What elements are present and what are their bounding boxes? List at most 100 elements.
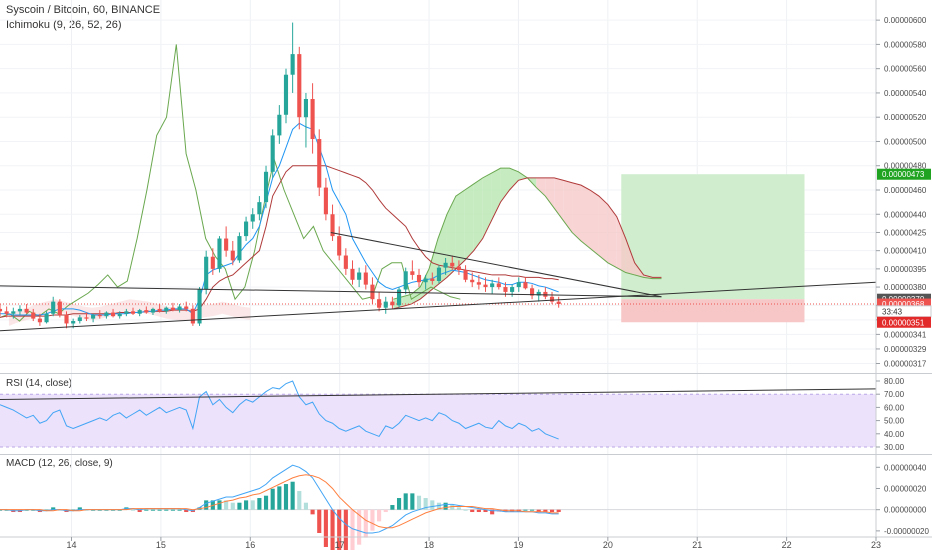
candle-body [97,314,102,317]
x-tick-label: 14 [67,540,77,550]
cloud-segment [473,177,483,251]
macd-hist-bar [476,509,481,513]
candle-body [11,311,16,314]
candle-body [197,289,202,324]
rsi-band [0,394,876,447]
candle-body [536,291,541,296]
candle-body [436,267,442,281]
candle-body [283,74,289,115]
y-tick-label: 0.00000480 [884,162,927,171]
candle-body [64,314,69,324]
rsi-pane [0,373,932,448]
macd-hist-bar [530,509,535,511]
macd-hist-bar [137,509,142,513]
cloud-segment [625,238,635,275]
candle-body [117,313,122,317]
cloud-segment [402,294,412,307]
y-tick-label: 0.00000580 [884,40,927,49]
macd-hist-bar [297,491,302,510]
candle-body [463,270,468,280]
macd-hist-bar [130,509,136,511]
candle-body [310,99,315,140]
candle-body [403,271,408,290]
candle-body [237,236,242,261]
candle-body [490,283,495,288]
cloud-segment [491,168,501,221]
macd-hist-bar [436,502,442,510]
macd-hist-bar [463,509,468,511]
x-tick-label: 22 [782,540,792,550]
candle-body [297,54,302,118]
candle-body [270,135,275,172]
candle-body [350,268,355,280]
candle-body [217,238,222,269]
rsi-label: RSI (14, close) [6,378,73,389]
candle-body [104,312,109,317]
price-badge [877,298,931,310]
candle-body [31,312,36,319]
candle-body [396,289,402,306]
chart-title: Syscoin / Bitcoin, 60, BINANCE [6,4,161,16]
candle-body [530,288,535,296]
rsi-tick-label: 70.00 [884,390,905,399]
macd-hist-bar [157,509,162,511]
candle-body [230,250,235,261]
candle-body [357,272,362,280]
candle-body [450,262,455,267]
macd-hist-bar [310,509,315,515]
candle-body [177,306,182,311]
y-tick-label: 0.00000341 [884,330,927,339]
candle-body [290,54,295,75]
cloud-segment [589,190,599,256]
candle-body [317,139,322,188]
macd-hist-bar [257,498,262,510]
ichimoku-label: Ichimoku (9, 26, 52, 26) [6,19,122,31]
candle-body [57,301,62,315]
macd-hist-bar [370,509,375,531]
cloud-segment [509,168,519,190]
rsi-tick-label: 30.00 [884,443,905,452]
candle-body [523,282,528,289]
macd-hist-bar [416,495,422,510]
candle-body [204,256,209,290]
cloud-segment [554,177,564,221]
candle-body [263,171,269,203]
cloud-segment [411,287,421,305]
macd-hist-bar [150,509,156,511]
price-badge-label: 0.00000473 [882,170,925,179]
candle-body [4,311,9,314]
macd-hist-bar [450,505,455,510]
macd-hist-bar [363,509,368,538]
candle-body [330,214,335,237]
macd-hist-bar [44,509,49,511]
macd-hist-bar [443,502,448,510]
candle-body [423,278,428,283]
macd-hist-bar [390,505,395,510]
candle-body [390,301,395,306]
y-tick-label: 0.00000425 [884,228,927,237]
macd-hist-bar [290,481,295,510]
trendlines [0,231,877,332]
x-tick-label: 20 [603,540,613,550]
macd-hist-bar [490,509,495,515]
candle-body [337,236,342,256]
macd-hist-bar [270,488,275,510]
macd-hist-bar [523,509,528,511]
candle-body [503,287,508,292]
price-badge-label: 0.00000368 [882,300,925,309]
rsi-line [0,380,559,440]
candle-body [51,301,56,314]
candle-body [37,318,42,323]
macd-hist-bar [456,507,461,510]
y-tick-label: 0.00000440 [884,210,927,219]
candle-body [543,291,548,297]
candle-body [549,296,555,302]
macd-hist-bar [543,509,548,513]
macd-hist-bar [483,509,488,513]
macd-hist-bar [536,509,541,513]
candle-body [91,314,96,319]
candle-body [410,271,415,275]
macd-tick-label: 0.00000040 [884,463,927,472]
